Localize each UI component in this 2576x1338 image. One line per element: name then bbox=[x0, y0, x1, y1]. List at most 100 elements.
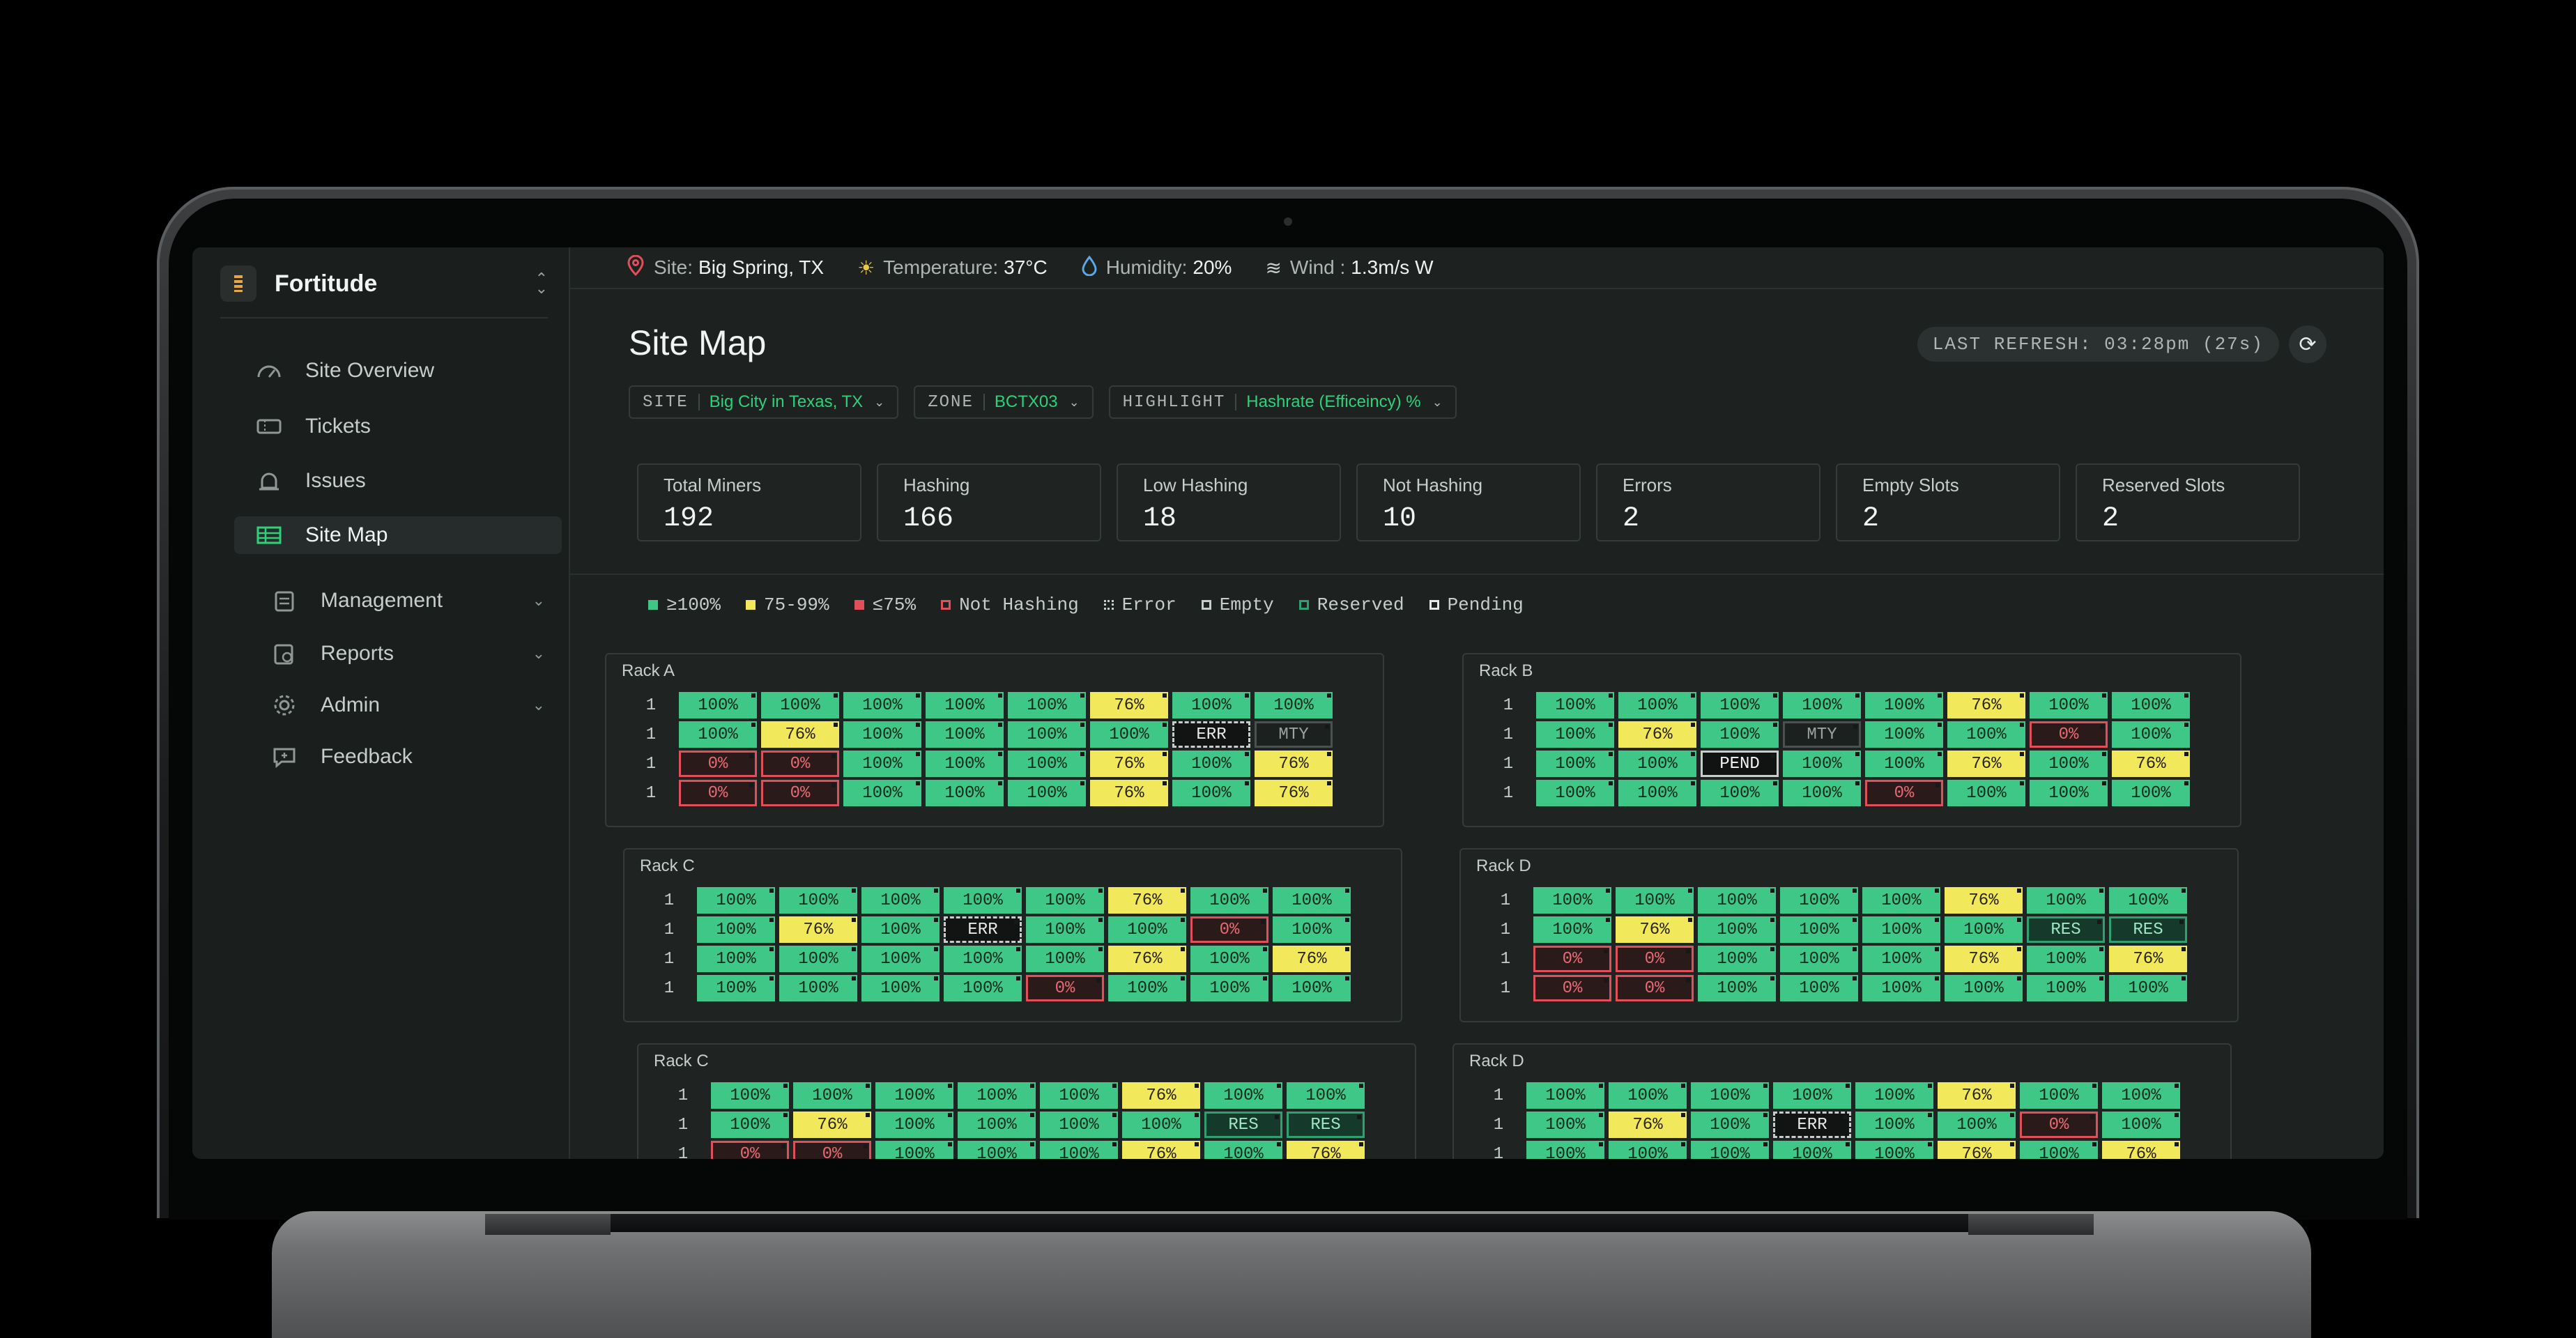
miner-cell[interactable]: 100% bbox=[944, 975, 1022, 1001]
miner-cell[interactable]: 76% bbox=[1090, 751, 1168, 777]
miner-cell[interactable]: 100% bbox=[2102, 1112, 2180, 1138]
miner-cell[interactable]: 100% bbox=[1122, 1112, 1200, 1138]
miner-cell[interactable]: 100% bbox=[2020, 1141, 2098, 1159]
miner-cell[interactable]: 0% bbox=[761, 751, 839, 777]
miner-cell[interactable]: 100% bbox=[1698, 887, 1776, 914]
miner-cell[interactable]: 76% bbox=[1090, 692, 1168, 718]
miner-cell[interactable]: 0% bbox=[1533, 946, 1611, 972]
miner-cell[interactable]: 100% bbox=[843, 692, 921, 718]
miner-cell[interactable]: 100% bbox=[926, 721, 1004, 748]
miner-cell[interactable]: 100% bbox=[1190, 887, 1268, 914]
miner-cell[interactable]: 0% bbox=[679, 780, 757, 806]
sidebar-item-management[interactable]: Management ⌄ bbox=[250, 582, 562, 620]
miner-cell[interactable]: 100% bbox=[1855, 1082, 1933, 1109]
refresh-button[interactable]: ⟳ bbox=[2289, 325, 2326, 363]
miner-cell[interactable]: 100% bbox=[1287, 1082, 1365, 1109]
miner-cell[interactable]: 0% bbox=[1190, 916, 1268, 943]
miner-cell[interactable]: 100% bbox=[1204, 1141, 1282, 1159]
miner-cell[interactable]: 100% bbox=[779, 887, 857, 914]
miner-cell[interactable]: 100% bbox=[861, 975, 940, 1001]
miner-cell[interactable]: 100% bbox=[1536, 721, 1614, 748]
miner-cell[interactable]: 100% bbox=[1536, 692, 1614, 718]
miner-cell[interactable]: 100% bbox=[1945, 916, 2023, 943]
miner-cell[interactable]: ERR bbox=[1773, 1112, 1851, 1138]
miner-cell[interactable]: 100% bbox=[2020, 1082, 2098, 1109]
miner-cell[interactable]: 100% bbox=[1783, 751, 1861, 777]
miner-cell[interactable]: 76% bbox=[1287, 1141, 1365, 1159]
miner-cell[interactable]: 76% bbox=[1255, 751, 1333, 777]
miner-cell[interactable]: 100% bbox=[2030, 780, 2108, 806]
miner-cell[interactable]: 76% bbox=[793, 1112, 871, 1138]
miner-cell[interactable]: 100% bbox=[1780, 946, 1858, 972]
miner-cell[interactable]: 100% bbox=[926, 692, 1004, 718]
miner-cell[interactable]: 0% bbox=[679, 751, 757, 777]
miner-cell[interactable]: 100% bbox=[861, 946, 940, 972]
sidebar-item-issues[interactable]: Issues bbox=[234, 462, 562, 500]
miner-cell[interactable]: 100% bbox=[958, 1141, 1036, 1159]
miner-cell[interactable]: 100% bbox=[1780, 916, 1858, 943]
miner-cell[interactable]: 100% bbox=[1691, 1112, 1769, 1138]
miner-cell[interactable]: 100% bbox=[1947, 780, 2025, 806]
miner-cell[interactable]: 100% bbox=[944, 887, 1022, 914]
miner-cell[interactable]: 100% bbox=[2112, 780, 2190, 806]
miner-cell[interactable]: 100% bbox=[779, 946, 857, 972]
miner-cell[interactable]: 100% bbox=[1190, 946, 1268, 972]
miner-cell[interactable]: 100% bbox=[1172, 692, 1250, 718]
miner-cell[interactable]: 100% bbox=[1533, 887, 1611, 914]
miner-cell[interactable]: 100% bbox=[875, 1112, 953, 1138]
sidebar-item-feedback[interactable]: Feedback bbox=[250, 738, 562, 776]
miner-cell[interactable]: 100% bbox=[1701, 721, 1779, 748]
miner-cell[interactable]: 100% bbox=[1255, 692, 1333, 718]
miner-cell[interactable]: 100% bbox=[1698, 946, 1776, 972]
miner-cell[interactable]: 100% bbox=[1190, 975, 1268, 1001]
miner-cell[interactable]: 76% bbox=[1108, 946, 1186, 972]
miner-cell[interactable]: 100% bbox=[2109, 887, 2187, 914]
miner-cell[interactable]: 100% bbox=[697, 916, 775, 943]
miner-cell[interactable]: 100% bbox=[1526, 1082, 1604, 1109]
miner-cell[interactable]: 0% bbox=[2020, 1112, 2098, 1138]
miner-cell[interactable]: 100% bbox=[2027, 946, 2105, 972]
miner-cell[interactable]: 100% bbox=[2027, 975, 2105, 1001]
miner-cell[interactable]: 100% bbox=[1862, 887, 1940, 914]
sidebar-item-reports[interactable]: Reports ⌄ bbox=[250, 635, 562, 672]
miner-cell[interactable]: 100% bbox=[1855, 1141, 1933, 1159]
miner-cell[interactable]: RES bbox=[2027, 916, 2105, 943]
miner-cell[interactable]: 100% bbox=[2030, 751, 2108, 777]
miner-cell[interactable]: 0% bbox=[1616, 946, 1694, 972]
miner-cell[interactable]: 100% bbox=[1780, 887, 1858, 914]
miner-cell[interactable]: 100% bbox=[1108, 975, 1186, 1001]
miner-cell[interactable]: 100% bbox=[843, 751, 921, 777]
miner-cell[interactable]: 0% bbox=[1026, 975, 1104, 1001]
miner-cell[interactable]: 100% bbox=[1008, 692, 1086, 718]
miner-cell[interactable]: 100% bbox=[1945, 975, 2023, 1001]
miner-cell[interactable]: 100% bbox=[1090, 721, 1168, 748]
miner-cell[interactable]: PEND bbox=[1701, 751, 1779, 777]
miner-cell[interactable]: 0% bbox=[1533, 975, 1611, 1001]
miner-cell[interactable]: 0% bbox=[1616, 975, 1694, 1001]
miner-cell[interactable]: 100% bbox=[2030, 692, 2108, 718]
miner-cell[interactable]: 100% bbox=[1862, 916, 1940, 943]
miner-cell[interactable]: 100% bbox=[1862, 946, 1940, 972]
miner-cell[interactable]: RES bbox=[1204, 1112, 1282, 1138]
miner-cell[interactable]: 100% bbox=[926, 780, 1004, 806]
miner-cell[interactable]: 76% bbox=[1122, 1082, 1200, 1109]
miner-cell[interactable]: 100% bbox=[679, 692, 757, 718]
miner-cell[interactable]: 100% bbox=[1618, 780, 1696, 806]
miner-cell[interactable]: 100% bbox=[2027, 887, 2105, 914]
sidebar-item-site-overview[interactable]: Site Overview bbox=[234, 352, 562, 390]
miner-cell[interactable]: 100% bbox=[793, 1082, 871, 1109]
miner-cell[interactable]: 76% bbox=[1938, 1082, 2016, 1109]
miner-cell[interactable]: 76% bbox=[1090, 780, 1168, 806]
miner-cell[interactable]: 76% bbox=[1947, 692, 2025, 718]
miner-cell[interactable]: RES bbox=[2109, 916, 2187, 943]
sidebar-item-site-map[interactable]: Site Map bbox=[234, 516, 562, 554]
miner-cell[interactable]: 76% bbox=[2112, 751, 2190, 777]
miner-cell[interactable]: 76% bbox=[761, 721, 839, 748]
miner-cell[interactable]: 100% bbox=[697, 946, 775, 972]
miner-cell[interactable]: 100% bbox=[1773, 1082, 1851, 1109]
miner-cell[interactable]: 100% bbox=[1947, 721, 2025, 748]
miner-cell[interactable]: 100% bbox=[1701, 692, 1779, 718]
miner-cell[interactable]: 100% bbox=[1773, 1141, 1851, 1159]
miner-cell[interactable]: 76% bbox=[1273, 946, 1351, 972]
miner-cell[interactable]: MTY bbox=[1783, 721, 1861, 748]
